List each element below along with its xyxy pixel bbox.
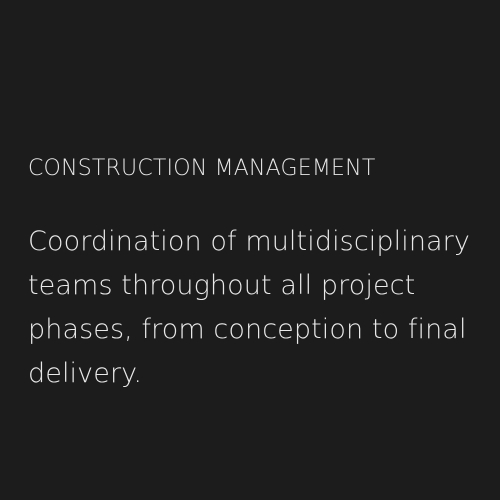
service-description: Coordination of multidisciplinary teams … xyxy=(28,226,470,389)
service-title: CONSTRUCTION MANAGEMENT xyxy=(28,156,376,181)
service-card: CONSTRUCTION MANAGEMENT Coordination of … xyxy=(28,152,478,396)
